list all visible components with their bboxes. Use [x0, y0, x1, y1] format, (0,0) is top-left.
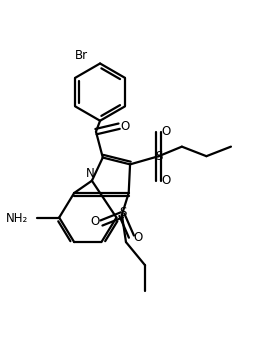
Text: O: O	[161, 174, 170, 187]
Text: S: S	[120, 205, 127, 219]
Text: O: O	[134, 231, 143, 245]
Text: S: S	[155, 150, 162, 163]
Text: O: O	[91, 215, 100, 228]
Text: N: N	[86, 167, 95, 180]
Text: O: O	[121, 120, 130, 133]
Text: NH₂: NH₂	[6, 213, 28, 225]
Text: Br: Br	[75, 49, 88, 62]
Text: O: O	[161, 125, 170, 138]
